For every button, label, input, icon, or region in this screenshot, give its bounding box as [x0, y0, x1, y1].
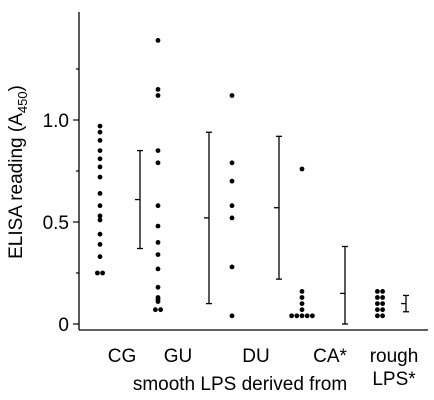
data-point	[155, 87, 161, 92]
data-point	[299, 313, 305, 319]
data-point	[299, 301, 305, 306]
data-point	[155, 284, 161, 290]
data-point	[155, 240, 161, 245]
data-point	[299, 166, 305, 172]
data-point	[229, 160, 235, 166]
data-point	[294, 313, 300, 319]
axes	[78, 12, 428, 331]
data-point	[304, 313, 310, 319]
data-point	[100, 270, 105, 276]
data-point	[299, 295, 305, 300]
data-point	[299, 289, 305, 294]
error-bars	[135, 131, 409, 325]
data-point	[155, 266, 161, 272]
x-category-label: rough	[370, 346, 419, 367]
data-point	[229, 203, 235, 209]
data-point	[155, 223, 161, 229]
data-point	[380, 295, 385, 300]
data-point	[380, 289, 385, 294]
data-point	[97, 174, 103, 180]
data-point	[299, 307, 305, 313]
data-point	[229, 178, 235, 184]
y-axis-title: ELISA reading (A450)	[6, 85, 30, 259]
data-point	[97, 217, 103, 223]
y-ticks: 0 0.5 1.0	[43, 68, 79, 336]
data-point	[97, 148, 103, 154]
data-point	[97, 203, 103, 209]
data-point	[380, 301, 385, 306]
data-point	[153, 307, 158, 313]
x-category-label: GU	[164, 346, 193, 367]
data-point	[375, 313, 380, 319]
data-points	[95, 38, 385, 319]
x-category-label: CA*	[313, 346, 347, 367]
x-axis-title: smooth LPS derived from	[133, 374, 347, 395]
data-point	[229, 313, 235, 319]
data-point	[97, 254, 103, 260]
data-point	[158, 307, 164, 313]
y-tick-label: 0.5	[43, 213, 69, 234]
data-point	[310, 313, 315, 319]
data-point	[97, 123, 103, 129]
x-category-label: DU	[242, 346, 269, 367]
data-point	[375, 295, 380, 300]
data-point	[97, 231, 103, 237]
data-point	[375, 307, 380, 313]
data-point	[380, 307, 385, 313]
y-tick-label: 1.0	[43, 111, 69, 132]
data-point	[97, 191, 103, 196]
data-point	[155, 38, 161, 43]
data-point	[229, 215, 235, 221]
data-point	[380, 313, 385, 319]
y-tick-label: 0	[58, 315, 69, 336]
data-point	[97, 213, 103, 219]
data-point	[97, 138, 103, 143]
data-point	[155, 160, 161, 166]
data-point	[155, 93, 161, 98]
data-point	[155, 203, 161, 209]
x-category-label: CG	[108, 346, 137, 367]
data-point	[97, 129, 103, 135]
data-point	[155, 299, 161, 304]
data-point	[97, 156, 103, 162]
data-point	[97, 242, 103, 247]
data-point	[229, 93, 235, 98]
data-point	[289, 313, 294, 319]
data-point	[97, 164, 103, 170]
data-point	[95, 270, 100, 276]
data-point	[155, 148, 161, 154]
data-point	[375, 289, 380, 294]
data-point	[229, 264, 235, 270]
data-point	[375, 301, 380, 306]
x-category-label: LPS*	[372, 369, 416, 390]
data-point	[155, 252, 161, 257]
